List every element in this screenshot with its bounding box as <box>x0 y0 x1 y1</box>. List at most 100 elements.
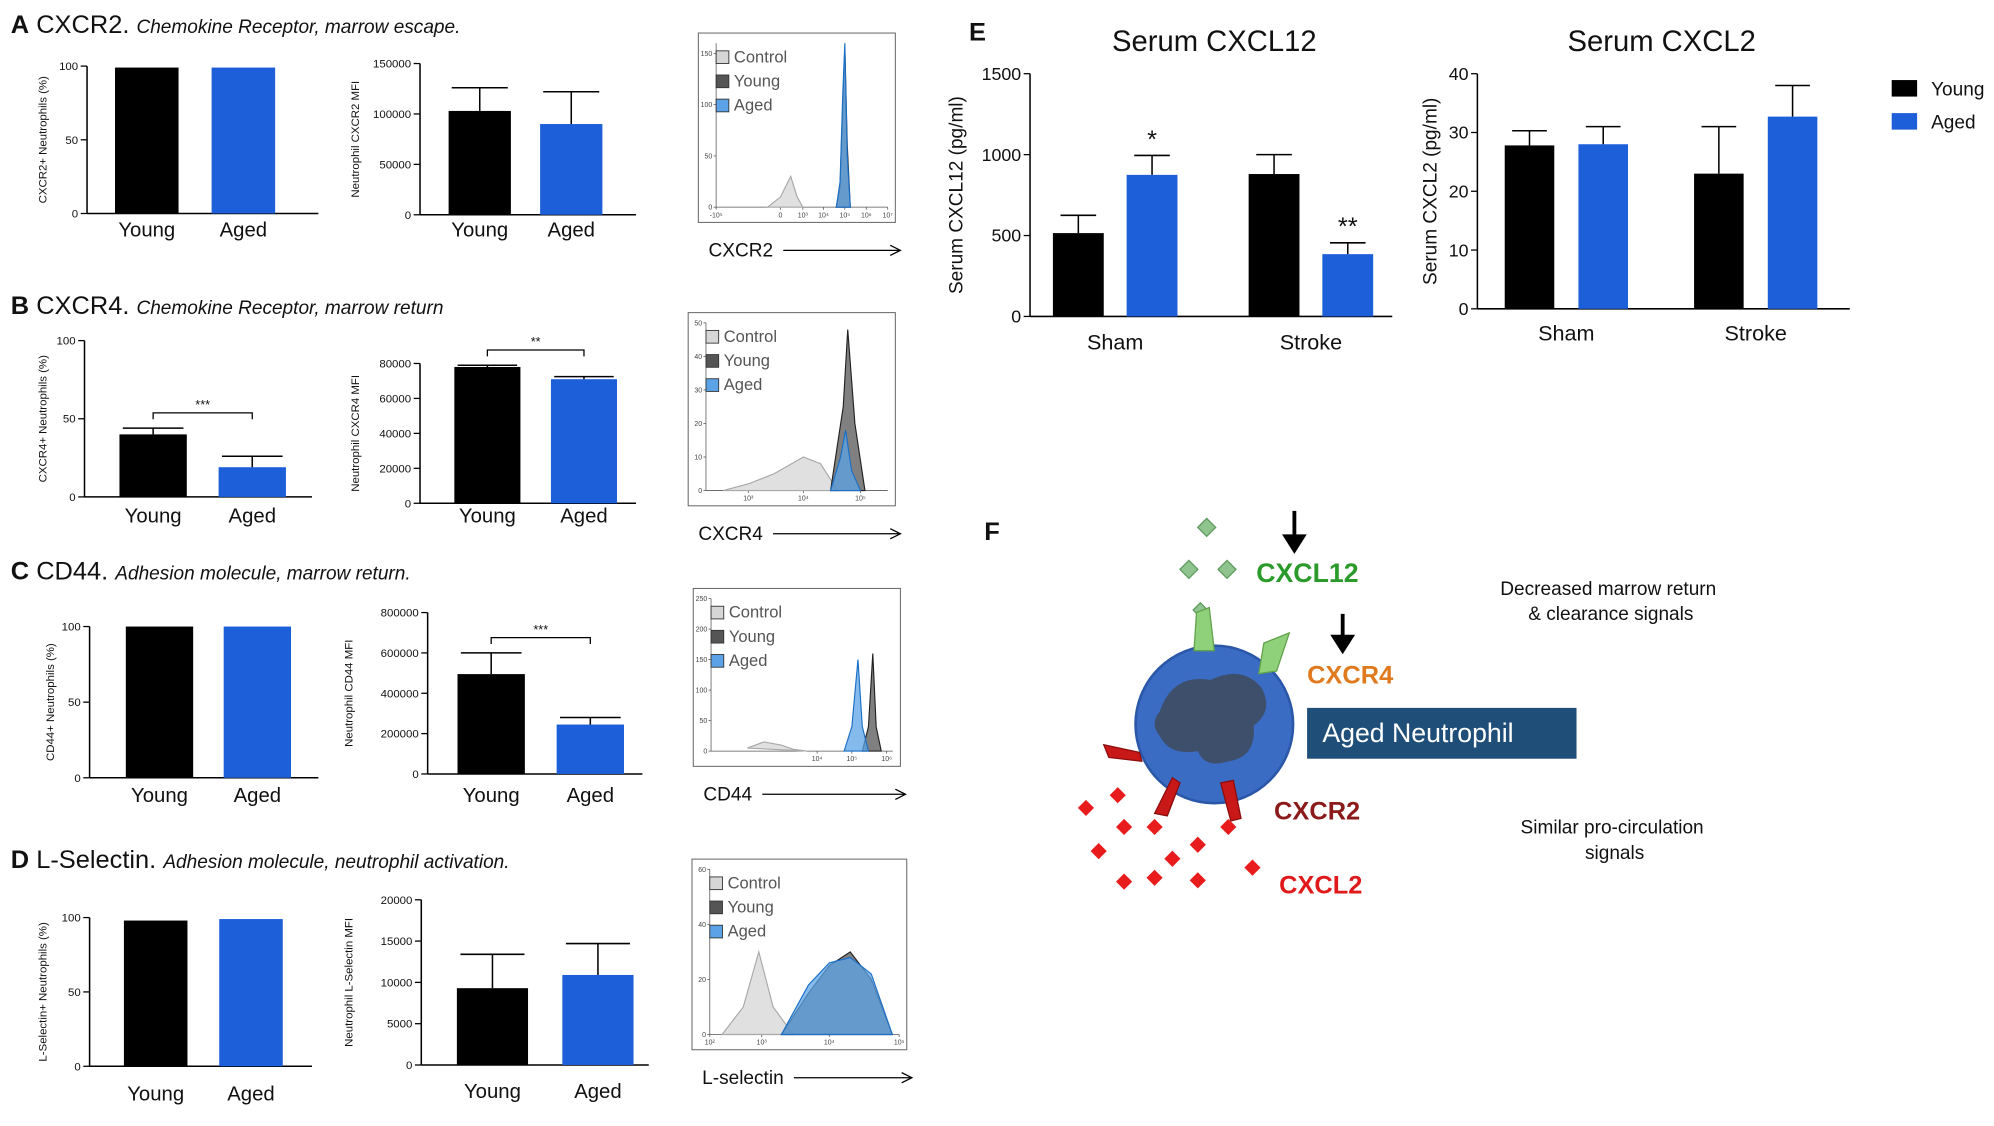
nucleus <box>1154 673 1267 764</box>
bar <box>119 434 187 497</box>
x-tick-label: 10⁴ <box>812 756 823 763</box>
y-tick-label: 40000 <box>379 428 411 440</box>
y-axis-label: CXCR4+ Neutrophils (%) <box>37 355 49 482</box>
significance-bracket <box>152 412 253 420</box>
note: Decreased marrow return <box>1500 579 1716 600</box>
y-tick-label: 20 <box>694 421 702 428</box>
bar <box>1322 254 1374 317</box>
legend-label: Aged <box>1931 112 1975 133</box>
legend-swatch <box>715 50 730 64</box>
y-tick-label: 0 <box>1011 307 1021 327</box>
x-tick-label: 10² <box>705 1040 716 1047</box>
legend-label: Control <box>728 873 781 892</box>
y-tick-label: 10 <box>694 455 702 462</box>
y-axis-label: Neutrophil CXCR4 MFI <box>350 375 362 492</box>
axis-arrow-head <box>889 244 902 257</box>
bar <box>457 674 525 774</box>
y-tick-label: 50 <box>68 987 81 999</box>
legend-swatch <box>705 329 720 344</box>
legend-label: Young <box>1931 79 1984 100</box>
y-tick-label: 40 <box>694 354 702 361</box>
density-curve <box>780 956 894 1036</box>
bar <box>211 67 276 214</box>
bar <box>218 467 286 497</box>
bar <box>1694 173 1744 309</box>
receptor-label: CXCR2 <box>1274 798 1360 826</box>
y-tick-label: 40 <box>1449 64 1469 84</box>
y-tick-label: 10000 <box>381 977 413 989</box>
y-axis-label: L-Selectin+ Neutrophils (%) <box>37 922 49 1062</box>
y-axis-label: CD44+ Neutrophils (%) <box>45 643 57 761</box>
x-tick-label: 10⁵ <box>847 756 858 763</box>
diagram: F <box>984 510 1716 899</box>
y-tick-label: 20 <box>698 977 706 984</box>
note: & clearance signals <box>1528 604 1693 625</box>
receptors-green <box>1193 606 1291 675</box>
y-tick-label: 100 <box>59 61 78 73</box>
legend-label: Aged <box>724 375 763 394</box>
bar <box>219 919 283 1067</box>
bar <box>1126 174 1178 317</box>
x-tick-label: 10⁶ <box>861 212 872 219</box>
panel-subtitle: Chemokine Receptor, marrow return <box>136 298 443 319</box>
note: signals <box>1585 843 1644 864</box>
panel-letter: F <box>984 518 1000 546</box>
legend-label: Aged <box>729 651 768 670</box>
x-tick-label: 10⁵ <box>855 496 866 503</box>
panel-letter: B <box>11 292 29 320</box>
panel-name: CD44. <box>36 558 108 586</box>
legend-swatch <box>1891 113 1918 130</box>
y-tick-label: 0 <box>708 205 712 212</box>
y-tick-label: 800000 <box>381 608 419 620</box>
x-axis-label: L-selectin <box>702 1068 784 1089</box>
panel-title: A CXCR2. Chemokine Receptor, marrow esca… <box>11 11 461 39</box>
legend-label: Control <box>724 327 777 346</box>
legend-swatch <box>710 629 725 644</box>
y-tick-label: 40 <box>698 922 706 929</box>
density-curve <box>861 653 882 752</box>
y-tick-label: 0 <box>406 1060 412 1072</box>
y-tick-label: 0 <box>1459 299 1469 319</box>
x-tick-label: 10⁵ <box>894 1040 905 1047</box>
y-tick-label: 100000 <box>373 109 411 121</box>
density-curve <box>835 43 851 208</box>
density-curve <box>829 430 862 492</box>
x-tick-label: Young <box>463 785 520 807</box>
y-tick-label: 50 <box>65 135 78 147</box>
legend-label: Aged <box>728 922 767 941</box>
plot-frame <box>697 32 896 223</box>
ligand-diamonds <box>1179 517 1237 619</box>
y-tick-label: 0 <box>698 488 702 495</box>
x-tick-label: 10³ <box>743 496 754 503</box>
y-tick-label: 30 <box>1449 123 1469 143</box>
legend-label: Young <box>734 71 780 90</box>
panel-letter: C <box>11 558 29 586</box>
chart-title: Serum CXCL2 <box>1567 26 1755 58</box>
y-tick-label: 150 <box>701 51 713 58</box>
receptors-red <box>1102 743 1242 822</box>
x-tick-label: 10⁶ <box>881 756 892 763</box>
y-tick-label: 100 <box>62 913 81 925</box>
y-tick-label: 100 <box>57 336 76 348</box>
y-tick-label: 100 <box>62 622 81 634</box>
legend-swatch <box>709 924 723 939</box>
y-tick-label: 5000 <box>387 1019 412 1031</box>
x-tick-label: Sham <box>1087 329 1143 354</box>
significance-bracket <box>486 349 585 357</box>
x-tick-label: 10⁷ <box>883 212 894 219</box>
legend-label: Control <box>734 47 787 66</box>
axis-arrow-head <box>895 788 907 800</box>
bar <box>1248 174 1300 317</box>
bar <box>1052 233 1104 317</box>
x-tick-label: 10⁵ <box>840 212 851 219</box>
panel-subtitle: Adhesion molecule, neutrophil activation… <box>162 852 509 873</box>
bar <box>123 920 188 1067</box>
density-curve <box>843 659 870 752</box>
significance-label: *** <box>533 623 548 637</box>
y-tick-label: 50 <box>694 320 702 327</box>
significance-label: * <box>1147 126 1157 154</box>
y-tick-label: 20 <box>1449 181 1469 201</box>
plot-frame <box>687 312 896 507</box>
x-tick-label: Young <box>131 785 188 807</box>
legend-swatch <box>710 654 725 668</box>
